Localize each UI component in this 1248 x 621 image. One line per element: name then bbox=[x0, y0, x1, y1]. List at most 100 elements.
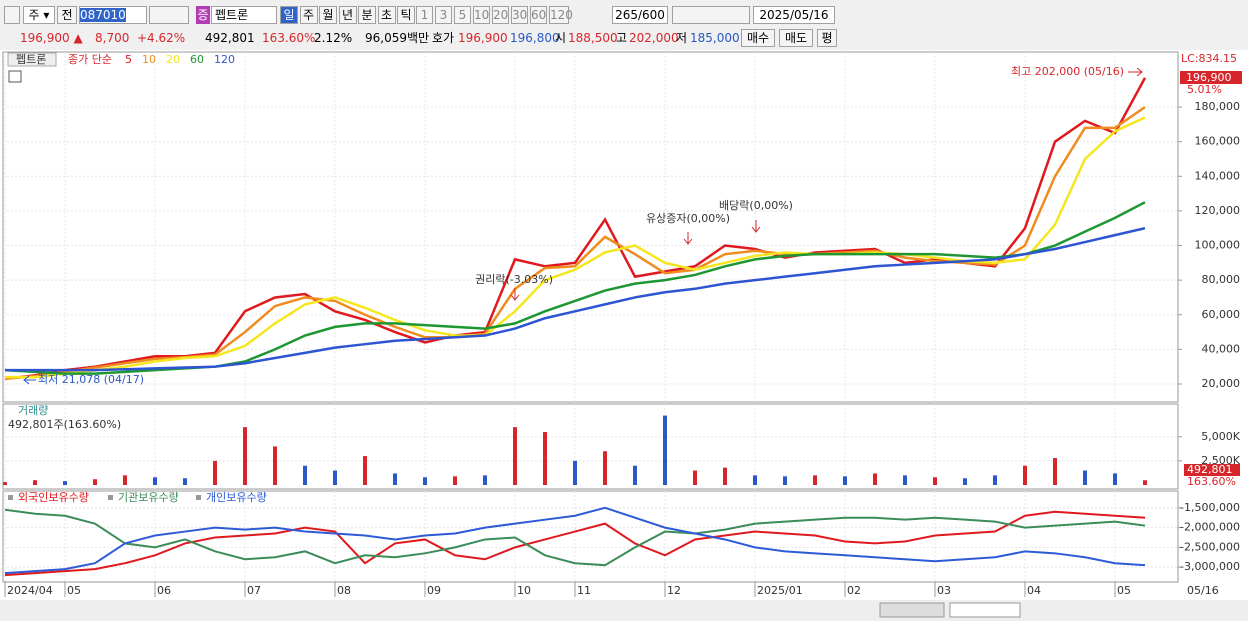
legend-swatch bbox=[196, 495, 201, 500]
volume-bar bbox=[3, 482, 7, 485]
y-tick-label: 60,000 bbox=[1202, 308, 1241, 321]
y-tick-label: 180,000 bbox=[1195, 100, 1241, 113]
legend-entry: 120 bbox=[214, 53, 235, 66]
interval-button[interactable]: 틱 bbox=[397, 6, 415, 24]
series-line bbox=[4, 508, 1146, 567]
volume-bar bbox=[843, 476, 847, 485]
volume-bar bbox=[813, 475, 817, 485]
annotation: 유상증자(0,00%) bbox=[646, 212, 730, 225]
high-label: 고 bbox=[616, 31, 628, 45]
volume-bar bbox=[483, 475, 487, 485]
interval-button[interactable]: 분 bbox=[358, 6, 376, 24]
legend-entry: 외국인보유수량 bbox=[18, 491, 89, 504]
sell-button[interactable]: 매도 bbox=[779, 29, 813, 47]
interval-button[interactable]: 초 bbox=[377, 6, 396, 24]
interval-button[interactable]: 년 bbox=[338, 6, 357, 24]
legend-entry: 60 bbox=[190, 53, 204, 66]
volume-bar bbox=[63, 481, 67, 485]
buy-button[interactable]: 매수 bbox=[741, 29, 775, 47]
minute-button[interactable]: 3 bbox=[435, 6, 452, 24]
value-label: 492,801 bbox=[1187, 463, 1233, 476]
minute-button[interactable]: 1 bbox=[416, 6, 433, 24]
minute-button[interactable]: 30 bbox=[511, 6, 528, 24]
volume-bar bbox=[963, 478, 967, 485]
x-tick-label: 08 bbox=[337, 584, 351, 597]
high: 202,000 bbox=[629, 31, 679, 45]
x-tick-label: 03 bbox=[937, 584, 951, 597]
minute-button[interactable]: 10 bbox=[473, 6, 490, 24]
volume-bar bbox=[453, 476, 457, 485]
series-line bbox=[4, 510, 1146, 577]
volume-bar bbox=[753, 475, 757, 485]
scroll-controls[interactable] bbox=[879, 602, 945, 618]
annotation: 최저 21,078 (04/17) bbox=[38, 373, 144, 386]
volume-bar bbox=[303, 465, 307, 485]
volume-bar bbox=[903, 475, 907, 485]
avg-button[interactable]: 평 bbox=[817, 29, 837, 47]
period-select[interactable]: 주 ▾ bbox=[23, 6, 55, 24]
volume-bar bbox=[663, 415, 667, 485]
interval-button[interactable]: 일 bbox=[280, 6, 298, 24]
series-line bbox=[5, 226, 1146, 372]
low-label: 저 bbox=[676, 31, 688, 45]
x-tick-label: 10 bbox=[517, 584, 531, 597]
x-tick-label: 02 bbox=[847, 584, 861, 597]
stock-name[interactable]: 펩트론 bbox=[211, 6, 277, 24]
table-icon bbox=[8, 70, 22, 83]
bid-ask-label: 호가 bbox=[432, 31, 455, 45]
volume-tag bbox=[1184, 464, 1240, 476]
interval-button[interactable]: 주 bbox=[299, 6, 318, 24]
right-label: 5.01% bbox=[1187, 83, 1222, 96]
volume-ratio: 163.60% bbox=[262, 31, 316, 45]
event-arrow bbox=[510, 288, 520, 301]
y-tick-label: 40,000 bbox=[1202, 342, 1241, 355]
marker-arrow bbox=[1128, 67, 1143, 77]
chart-subtitle: 종가 단순 bbox=[68, 53, 112, 66]
market-badge: 증 bbox=[196, 6, 210, 24]
legend-entry: 개인보유수량 bbox=[206, 491, 267, 504]
x-tick-label: 12 bbox=[667, 584, 681, 597]
legend-entry: 기관보유수량 bbox=[118, 491, 179, 504]
volume: 492,801 bbox=[205, 31, 255, 45]
minute-button[interactable]: 120 bbox=[549, 6, 573, 24]
count-box[interactable]: 265/600 bbox=[612, 6, 668, 24]
y-tick-label: 160,000 bbox=[1195, 135, 1241, 148]
volume-bar bbox=[93, 479, 97, 485]
annotation: 권리락(-3.03%) bbox=[475, 273, 553, 286]
legend-swatch bbox=[108, 495, 113, 500]
search-tools[interactable] bbox=[149, 6, 189, 24]
legend-entry: 20 bbox=[166, 53, 180, 66]
minute-button[interactable]: 5 bbox=[454, 6, 471, 24]
date-input[interactable]: 2025/05/16 bbox=[753, 6, 835, 24]
y-tick-label: 120,000 bbox=[1195, 204, 1241, 217]
minute-button[interactable]: 60 bbox=[530, 6, 547, 24]
interval-button[interactable]: 월 bbox=[319, 6, 337, 24]
marker-arrow bbox=[23, 375, 36, 385]
ask: 196,900 bbox=[458, 31, 508, 45]
change-pct: +4.62% bbox=[137, 31, 186, 45]
period: 주 bbox=[28, 8, 40, 22]
volume-bar bbox=[183, 478, 187, 485]
x-tick-label: 04 bbox=[1027, 584, 1041, 597]
code: 087010 bbox=[80, 8, 126, 22]
ratio-label: 163.60% bbox=[1187, 475, 1236, 488]
volume-panel bbox=[2, 403, 1179, 490]
zoom-slider[interactable] bbox=[949, 602, 1021, 618]
volume-bar bbox=[123, 475, 127, 485]
x-tick-label: 2025/01 bbox=[757, 584, 803, 597]
minute-button[interactable]: 20 bbox=[492, 6, 509, 24]
code-input[interactable]: 087010 bbox=[79, 6, 147, 24]
x-tick-label: 11 bbox=[577, 584, 591, 597]
volume-bar bbox=[1083, 470, 1087, 485]
price-panel bbox=[2, 51, 1179, 403]
change: 8,700 bbox=[95, 31, 130, 45]
volume-bar bbox=[243, 427, 247, 485]
x-tick-label: 05 bbox=[67, 584, 81, 597]
all-button[interactable]: 전 bbox=[57, 6, 77, 24]
chart-tools[interactable] bbox=[672, 6, 750, 24]
menu-icon[interactable] bbox=[4, 6, 20, 24]
volume-bar bbox=[153, 477, 157, 485]
volume-bar bbox=[213, 460, 217, 485]
